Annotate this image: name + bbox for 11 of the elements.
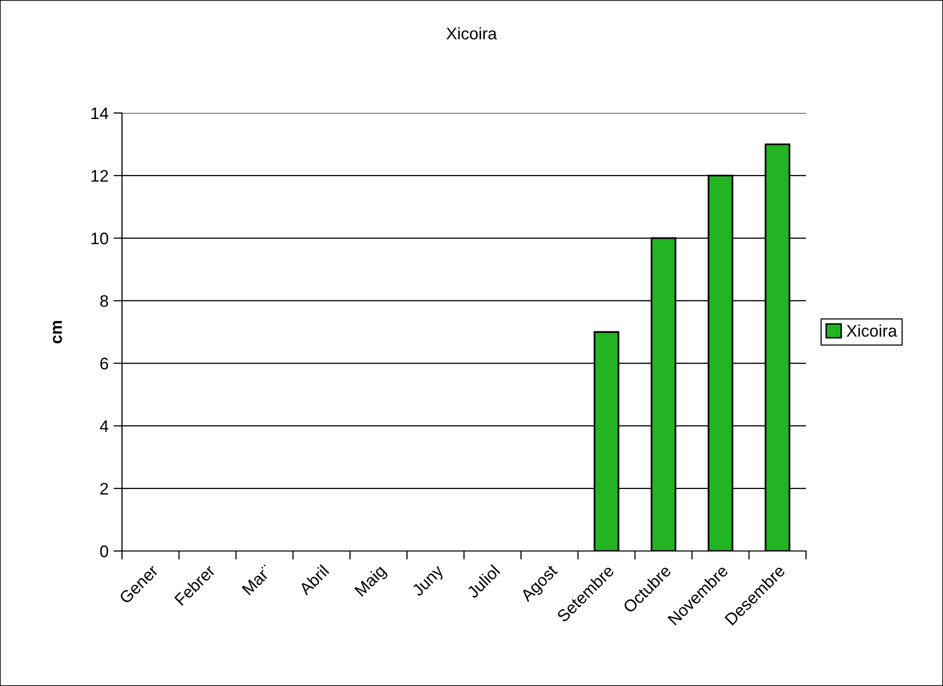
legend-label: Xicoira — [846, 324, 898, 337]
y-axis-title: cm — [52, 320, 62, 344]
y-tick-label: 6 — [100, 358, 108, 370]
y-tick-label: 8 — [100, 295, 108, 307]
y-tick-label: 2 — [100, 482, 108, 494]
chart-title: Xicoira — [446, 27, 497, 40]
y-tick-label: 4 — [100, 420, 108, 432]
y-tick-label: 12 — [92, 170, 108, 182]
y-tick-label: 0 — [100, 545, 108, 558]
y-tick-label: 10 — [92, 232, 108, 244]
y-tick-label: 14 — [92, 108, 108, 120]
